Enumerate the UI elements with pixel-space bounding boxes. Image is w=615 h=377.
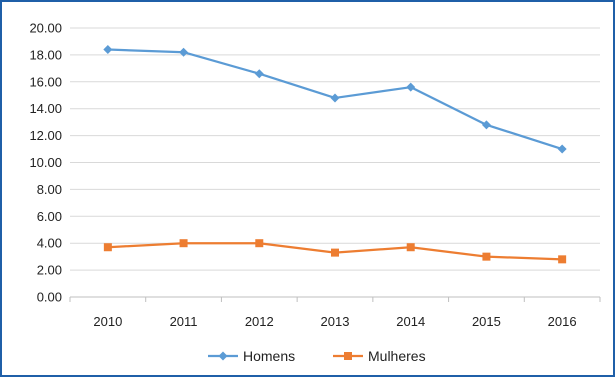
- legend-marker: [218, 351, 228, 361]
- data-point: [558, 255, 567, 264]
- y-tick-label: 4.00: [37, 236, 62, 251]
- x-tick-label: 2016: [548, 314, 577, 329]
- legend: Homens Mulheres: [208, 348, 426, 364]
- data-point: [255, 239, 264, 248]
- series-homens: [103, 45, 567, 154]
- x-tick-label: 2011: [170, 314, 198, 329]
- data-point: [557, 144, 567, 154]
- y-tick-label: 18.00: [29, 47, 62, 62]
- x-tick-label: 2015: [472, 314, 501, 329]
- data-point: [406, 82, 416, 92]
- series-group: [103, 45, 567, 264]
- data-point: [179, 47, 189, 57]
- y-tick-label: 2.00: [37, 263, 62, 278]
- y-tick-label: 12.00: [29, 128, 62, 143]
- y-tick-label: 16.00: [29, 74, 62, 89]
- x-tick-label: 2014: [396, 314, 425, 329]
- y-tick-label: 10.00: [29, 155, 62, 170]
- x-axis-tick-labels: 2010 2011 2012 2013 2014 2015 2016: [93, 314, 576, 329]
- data-point: [331, 248, 339, 257]
- data-point: [103, 45, 113, 55]
- gridlines: [70, 27, 600, 271]
- data-point: [481, 120, 491, 130]
- legend-label: Mulheres: [368, 348, 426, 364]
- x-tick-label: 2010: [93, 314, 122, 329]
- data-point: [406, 243, 415, 252]
- data-point: [179, 239, 188, 248]
- y-tick-label: 8.00: [37, 182, 62, 197]
- legend-marker: [344, 352, 352, 360]
- data-point: [254, 69, 264, 79]
- data-point: [103, 243, 112, 252]
- x-axis: [69, 296, 601, 302]
- legend-item-mulheres: Mulheres: [333, 348, 426, 364]
- y-tick-label: 20.00: [29, 21, 62, 36]
- x-tick-label: 2013: [321, 314, 350, 329]
- x-tick-label: 2012: [245, 314, 274, 329]
- y-tick-label: 14.00: [29, 101, 62, 116]
- legend-label: Homens: [243, 348, 295, 364]
- legend-item-homens: Homens: [208, 348, 295, 364]
- data-point: [482, 252, 491, 261]
- series-mulheres: [103, 239, 567, 264]
- y-tick-label: 6.00: [37, 209, 62, 224]
- y-axis-tick-labels: 0.00 2.00 4.00 6.00 8.00 10.00 12.00 14.00 16.00…: [29, 21, 62, 305]
- data-point: [330, 93, 340, 103]
- y-tick-label: 0.00: [37, 290, 62, 305]
